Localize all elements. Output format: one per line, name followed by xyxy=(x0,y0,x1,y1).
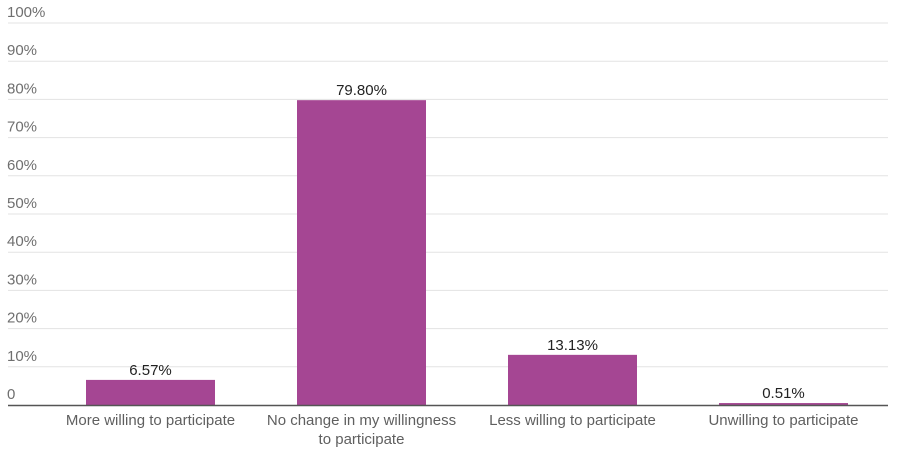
y-tick-label: 40% xyxy=(7,233,37,250)
bar-value-labels: 6.57% 79.80% 13.13% 0.51% xyxy=(129,82,805,402)
y-tick-label: 50% xyxy=(7,195,37,212)
bar-value-label: 13.13% xyxy=(547,337,598,354)
y-tick-label: 10% xyxy=(7,348,37,365)
bar xyxy=(508,354,637,405)
y-tick-label: 90% xyxy=(7,42,37,59)
y-axis-tick-labels: 0 10% 20% 30% 40% 50% 60% 70% 80% 90% 100% xyxy=(7,4,45,403)
bar xyxy=(86,379,215,405)
bar-value-label: 79.80% xyxy=(336,82,387,99)
bars xyxy=(86,100,848,405)
y-tick-label: 100% xyxy=(7,4,45,21)
grid-lines xyxy=(8,22,888,368)
bar xyxy=(297,100,426,405)
x-category-label: More willing to participate xyxy=(66,412,235,429)
y-tick-label: 20% xyxy=(7,310,37,327)
bar-value-label: 6.57% xyxy=(129,362,172,379)
bar-value-label: 0.51% xyxy=(762,385,805,402)
x-category-label: Less willing to participate xyxy=(489,412,656,429)
y-tick-label: 30% xyxy=(7,271,37,288)
y-tick-label: 70% xyxy=(7,119,37,136)
bar xyxy=(719,403,848,405)
y-tick-label: 0 xyxy=(7,386,15,403)
y-tick-label: 80% xyxy=(7,80,37,97)
x-axis-category-labels: More willing to participate No change in … xyxy=(66,412,859,448)
x-category-label: No change in my willingness to participat… xyxy=(267,412,456,448)
y-tick-label: 60% xyxy=(7,157,37,174)
x-category-label: Unwilling to participate xyxy=(708,412,858,429)
